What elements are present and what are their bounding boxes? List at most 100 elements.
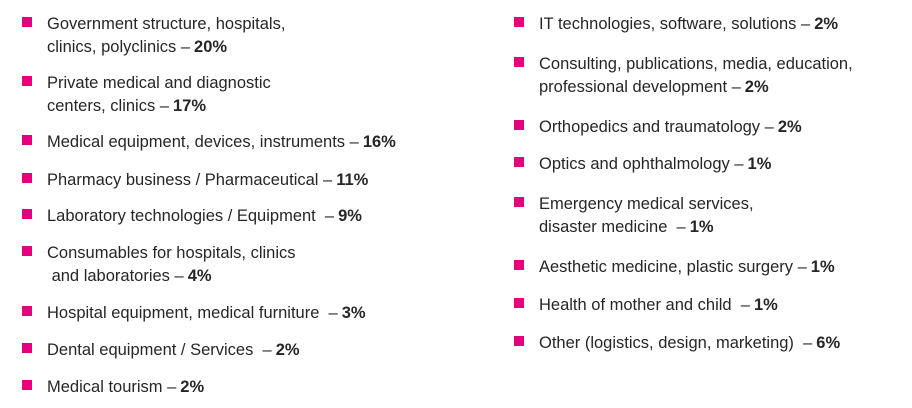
item-line: disaster medicine –1% (539, 216, 754, 239)
item-percent: 2% (180, 378, 205, 396)
item-percent: 1% (753, 296, 778, 314)
item-line: Consumables for hospitals, clinics (47, 242, 296, 265)
item-line: Dental equipment / Services –2% (47, 339, 300, 362)
item-label: Consumables for hospitals, clinics (47, 244, 296, 262)
list-item: Orthopedics and traumatology –2% (514, 116, 802, 139)
item-text: Dental equipment / Services –2% (47, 339, 300, 362)
square-bullet-icon (514, 197, 524, 207)
item-text: IT technologies, software, solutions –2% (539, 13, 838, 36)
item-label: Private medical and diagnostic (47, 74, 271, 92)
square-bullet-icon (514, 17, 524, 27)
list-item: Consumables for hospitals, clinics and l… (22, 242, 296, 288)
list-item: Medical tourism –2% (22, 376, 204, 399)
item-percent: 6% (816, 334, 841, 352)
item-percent: 2% (777, 118, 802, 136)
item-text: Government structure, hospitals, clinics,… (47, 13, 285, 59)
list-item: Government structure, hospitals, clinics,… (22, 13, 285, 59)
list-item: Aesthetic medicine, plastic surgery –1% (514, 256, 835, 279)
item-label: Laboratory technologies / Equipment – (47, 207, 335, 225)
item-label: Government structure, hospitals, (47, 15, 286, 33)
item-line: Private medical and diagnostic (47, 72, 271, 95)
item-percent: 1% (747, 155, 772, 173)
square-bullet-icon (22, 306, 32, 316)
item-text: Other (logistics, design, marketing) –6% (539, 332, 840, 355)
list-item: IT technologies, software, solutions –2% (514, 13, 838, 36)
item-percent: 9% (338, 207, 362, 225)
item-line: Emergency medical services, (539, 193, 754, 216)
item-line: and laboratories –4% (47, 265, 296, 288)
item-line: Health of mother and child –1% (539, 294, 778, 317)
item-percent: 16% (362, 133, 396, 151)
item-label: clinics, polyclinics – (47, 38, 191, 56)
square-bullet-icon (514, 298, 524, 308)
item-label: centers, clinics – (47, 97, 169, 115)
square-bullet-icon (514, 120, 524, 130)
item-text: Pharmacy business / Pharmaceutical –11% (47, 169, 368, 192)
item-line: Laboratory technologies / Equipment –9% (47, 205, 362, 228)
item-percent: 2% (275, 341, 300, 359)
item-label: Pharmacy business / Pharmaceutical – (47, 171, 333, 189)
item-text: Private medical and diagnostic centers, c… (47, 72, 271, 118)
square-bullet-icon (22, 173, 32, 183)
list-item: Laboratory technologies / Equipment –9% (22, 205, 362, 228)
item-line: Other (logistics, design, marketing) –6% (539, 332, 840, 355)
item-text: Medical equipment, devices, instruments … (47, 131, 396, 154)
item-percent: 2% (814, 15, 839, 33)
item-line: centers, clinics –17% (47, 95, 271, 118)
item-text: Optics and ophthalmology –1% (539, 153, 771, 176)
item-label: Medical equipment, devices, instruments … (47, 133, 359, 151)
item-percent: 4% (187, 267, 212, 285)
item-label: and laboratories – (47, 267, 184, 285)
item-line: Consulting, publications, media, educati… (539, 53, 853, 76)
list-item: Dental equipment / Services –2% (22, 339, 300, 362)
item-label: Other (logistics, design, marketing) – (539, 334, 813, 352)
item-label: Hospital equipment, medical furniture – (47, 304, 338, 322)
item-line: Government structure, hospitals, (47, 13, 285, 36)
item-text: Laboratory technologies / Equipment –9% (47, 205, 362, 228)
square-bullet-icon (22, 76, 32, 86)
square-bullet-icon (22, 17, 32, 27)
list-item: Consulting, publications, media, educati… (514, 53, 853, 99)
square-bullet-icon (514, 260, 524, 270)
item-line: Medical equipment, devices, instruments … (47, 131, 396, 154)
item-line: Aesthetic medicine, plastic surgery –1% (539, 256, 835, 279)
item-percent: 1% (689, 218, 714, 236)
item-percent: 2% (744, 78, 769, 96)
item-label: Orthopedics and traumatology – (539, 118, 774, 136)
item-line: IT technologies, software, solutions –2% (539, 13, 838, 36)
square-bullet-icon (22, 135, 32, 145)
list-item: Health of mother and child –1% (514, 294, 778, 317)
list-item: Other (logistics, design, marketing) –6% (514, 332, 840, 355)
item-text: Orthopedics and traumatology –2% (539, 116, 802, 139)
item-text: Aesthetic medicine, plastic surgery –1% (539, 256, 835, 279)
item-text: Hospital equipment, medical furniture –3… (47, 302, 366, 325)
list-item: Medical equipment, devices, instruments … (22, 131, 396, 154)
item-label: Aesthetic medicine, plastic surgery – (539, 258, 807, 276)
item-line: Orthopedics and traumatology –2% (539, 116, 802, 139)
item-line: Medical tourism –2% (47, 376, 204, 399)
list-item: Optics and ophthalmology –1% (514, 153, 771, 176)
item-line: Hospital equipment, medical furniture –3… (47, 302, 366, 325)
square-bullet-icon (22, 343, 32, 353)
item-line: professional development –2% (539, 76, 853, 99)
item-text: Consulting, publications, media, educati… (539, 53, 853, 99)
item-line: clinics, polyclinics –20% (47, 36, 285, 59)
item-line: Pharmacy business / Pharmaceutical –11% (47, 169, 368, 192)
list-item: Hospital equipment, medical furniture –3… (22, 302, 366, 325)
item-label: Consulting, publications, media, educati… (539, 55, 853, 73)
item-label: Emergency medical services, (539, 195, 754, 213)
square-bullet-icon (22, 246, 32, 256)
item-percent: 3% (341, 304, 366, 322)
square-bullet-icon (22, 380, 32, 390)
item-label: IT technologies, software, solutions – (539, 15, 811, 33)
item-label: Medical tourism – (47, 378, 177, 396)
item-text: Health of mother and child –1% (539, 294, 778, 317)
item-text: Consumables for hospitals, clinics and l… (47, 242, 296, 288)
item-percent: 17% (172, 97, 206, 115)
item-percent: 1% (810, 258, 835, 276)
item-text: Medical tourism –2% (47, 376, 204, 399)
square-bullet-icon (22, 209, 32, 219)
square-bullet-icon (514, 157, 524, 167)
item-label: professional development – (539, 78, 741, 96)
item-label: Dental equipment / Services – (47, 341, 272, 359)
